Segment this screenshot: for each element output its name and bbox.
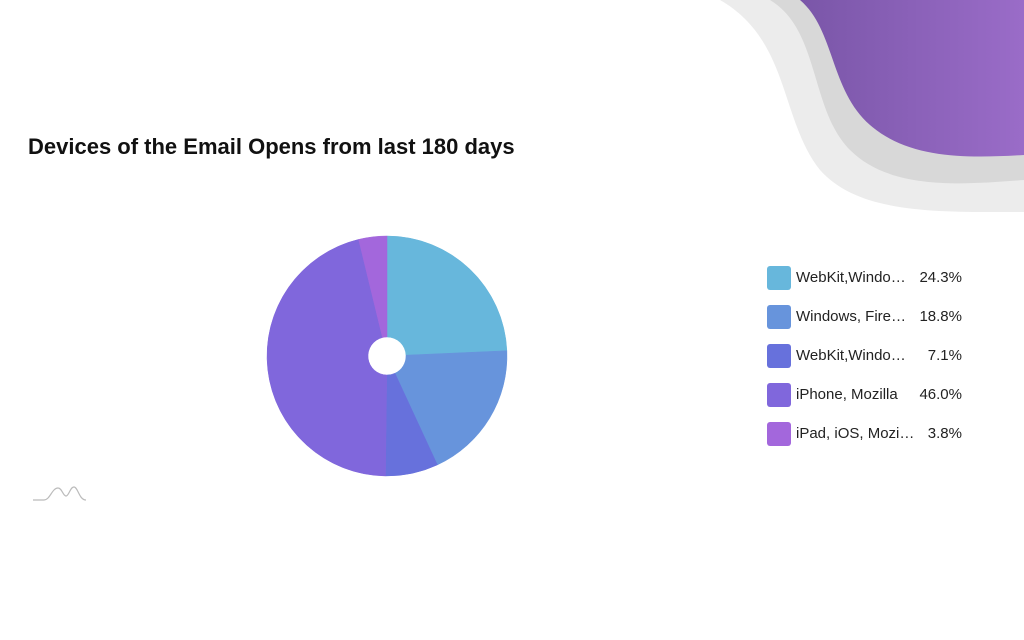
- legend-label: WebKit,Windo…: [796, 269, 906, 286]
- legend-label: Windows, Fire…: [796, 308, 906, 325]
- legend-value: 24.3%: [919, 269, 962, 286]
- legend-swatch: [767, 266, 791, 290]
- legend-value: 7.1%: [928, 347, 962, 364]
- logo: [33, 486, 87, 501]
- background-decoration: [720, 0, 1024, 213]
- legend-value: 3.8%: [928, 425, 962, 442]
- pie-slice: [358, 235, 388, 338]
- legend-swatch: [767, 344, 791, 368]
- pie: [266, 235, 508, 477]
- legend-value: 46.0%: [919, 386, 962, 403]
- legend-label: iPad, iOS, Mozi…: [796, 425, 914, 442]
- legend-swatch: [767, 422, 791, 446]
- pie-slice: [394, 350, 508, 466]
- pie-slice: [386, 235, 508, 356]
- legend-value: 18.8%: [919, 308, 962, 325]
- legend-label: WebKit,Windo…: [796, 347, 906, 364]
- legend: WebKit,Windo… 24.3% Windows, Fire… 18.8% Web…: [767, 266, 962, 446]
- chart-title: Devices of the Email Opens from last 180…: [28, 134, 515, 159]
- legend-label: iPhone, Mozilla: [796, 386, 898, 403]
- pie-slice: [266, 239, 388, 477]
- legend-swatch: [767, 305, 791, 329]
- legend-swatch: [767, 383, 791, 407]
